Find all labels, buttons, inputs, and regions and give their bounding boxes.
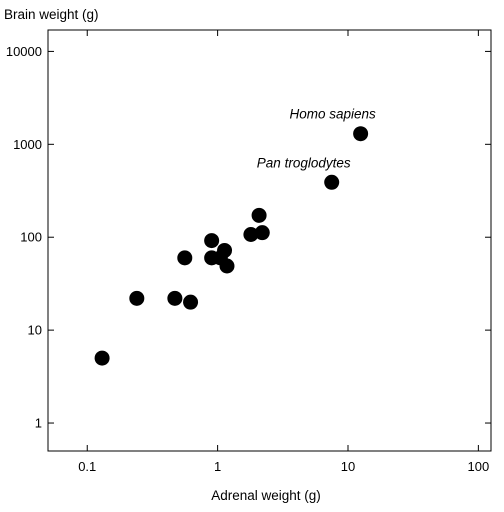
- y-axis-ticks: 1 10 100 1000 10000: [6, 44, 491, 431]
- data-points: [94, 126, 369, 366]
- x-axis-title: Adrenal weight (g): [211, 488, 321, 503]
- point-annotation-label: Pan troglodytes: [257, 155, 351, 170]
- y-tick-label: 100: [20, 230, 42, 245]
- point-annotation-label: Homo sapiens: [289, 107, 376, 122]
- data-point: [243, 226, 259, 242]
- y-axis-title: Brain weight (g): [4, 7, 99, 22]
- x-tick-label: 1: [214, 459, 221, 474]
- data-point: [217, 242, 233, 258]
- y-tick-label: 1000: [13, 137, 42, 152]
- data-point: [94, 350, 110, 366]
- data-point: [183, 294, 199, 310]
- data-point: [353, 126, 369, 142]
- data-point: [177, 250, 193, 266]
- x-axis-ticks: 0.1 1 10 100: [78, 30, 489, 474]
- x-tick-label: 10: [341, 459, 355, 474]
- y-tick-label: 10: [28, 323, 42, 338]
- y-tick-label: 1: [35, 416, 42, 431]
- x-tick-label: 100: [468, 459, 490, 474]
- data-point: [129, 290, 145, 306]
- data-point: [251, 207, 267, 223]
- data-point: [167, 290, 183, 306]
- plot-frame: [47, 29, 492, 452]
- point-annotations: Pan troglodytes Homo sapiens: [257, 107, 376, 171]
- y-tick-label: 10000: [6, 44, 42, 59]
- data-point: [204, 233, 220, 249]
- data-point: [219, 258, 235, 274]
- data-point: [254, 225, 270, 241]
- data-point: [324, 174, 340, 190]
- x-tick-label: 0.1: [78, 459, 96, 474]
